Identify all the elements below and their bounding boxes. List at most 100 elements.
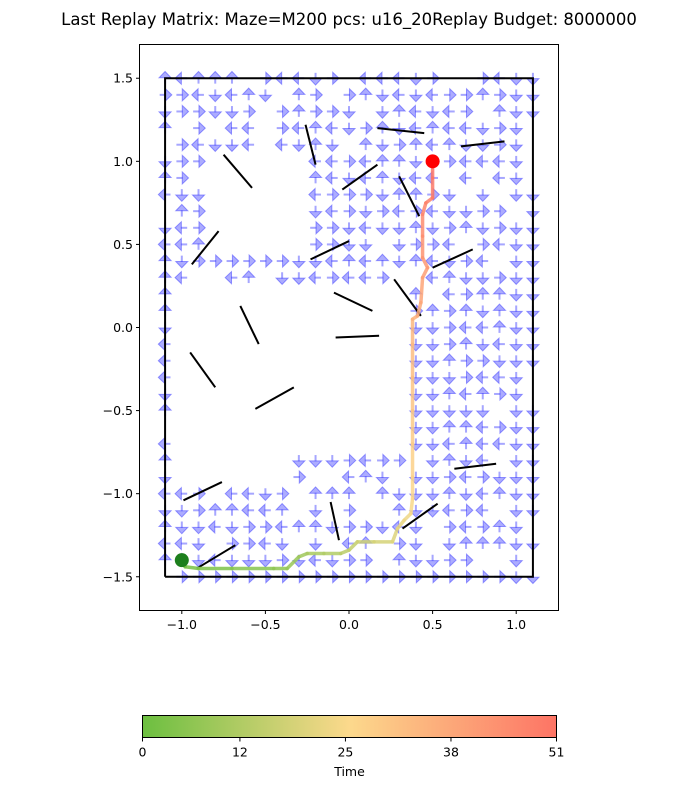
vector-arrow <box>494 420 507 435</box>
vector-arrow <box>494 137 507 152</box>
vector-arrow <box>325 486 340 500</box>
vector-arrow <box>408 286 424 300</box>
vector-arrow <box>276 552 290 568</box>
vector-arrow <box>191 538 206 552</box>
vector-arrow <box>308 187 321 202</box>
vector-arrow <box>325 521 340 535</box>
vector-arrow <box>375 222 390 236</box>
vector-arrow <box>408 504 424 518</box>
colorbar-tick-label: 25 <box>337 745 353 760</box>
vector-arrow <box>358 469 373 483</box>
vector-arrow <box>207 519 221 535</box>
vector-arrow <box>308 504 323 518</box>
vector-arrow <box>408 89 424 103</box>
replay-path-segment <box>420 255 430 270</box>
vector-arrow <box>326 220 340 235</box>
vector-arrow <box>475 222 490 236</box>
vector-arrow <box>509 122 524 136</box>
vector-arrow <box>324 253 338 269</box>
vector-arrow <box>174 536 188 551</box>
vector-arrow <box>377 204 390 219</box>
vector-arrow <box>308 455 323 468</box>
vector-arrow <box>425 270 438 285</box>
maze-wall <box>239 305 260 345</box>
vector-arrow <box>260 253 273 269</box>
vector-arrow <box>509 438 524 452</box>
maze-wall <box>335 334 380 339</box>
colorbar-tick-label: 38 <box>443 745 459 760</box>
vector-arrow <box>425 438 440 452</box>
vector-arrow <box>408 137 424 151</box>
vector-arrow <box>326 187 340 202</box>
vector-arrow <box>241 503 255 518</box>
vector-arrow <box>475 87 490 101</box>
colorbar-tick-label: 0 <box>139 745 147 760</box>
vector-arrow <box>475 386 490 400</box>
vector-arrow <box>375 486 390 500</box>
vector-arrow <box>193 503 206 518</box>
vector-arrow <box>443 303 457 319</box>
vector-arrow <box>442 189 457 203</box>
x-axis-ticks: −1.0 −0.5 0.0 0.5 1.0 <box>167 610 526 632</box>
vector-arrow <box>460 503 474 518</box>
vector-arrow <box>458 419 474 433</box>
vector-arrow <box>276 120 290 136</box>
vector-arrow <box>224 87 238 103</box>
vector-arrow <box>475 503 489 518</box>
vector-arrow <box>360 120 374 136</box>
vector-arrow <box>291 272 307 286</box>
vector-arrow <box>174 521 189 535</box>
vector-arrow <box>391 187 407 200</box>
vector-arrow <box>509 338 524 352</box>
vector-arrow <box>408 220 424 234</box>
vector-arrow <box>509 388 524 402</box>
vector-arrow <box>492 237 505 252</box>
vector-arrow <box>341 122 357 136</box>
vector-arrow <box>291 139 307 153</box>
vector-arrow <box>325 455 340 468</box>
vector-arrow <box>458 488 474 502</box>
vector-arrow <box>193 154 206 169</box>
vector-arrow <box>443 552 457 568</box>
vector-arrow <box>377 453 390 468</box>
vector-arrow <box>442 538 457 552</box>
vector-arrow <box>224 554 240 568</box>
vector-arrow <box>343 204 357 219</box>
vector-arrow <box>509 155 524 169</box>
vector-arrow <box>408 170 422 186</box>
maze-wall <box>460 140 505 148</box>
vector-arrow <box>425 355 440 369</box>
vector-arrow <box>174 203 189 217</box>
replay-path-segment <box>409 496 415 516</box>
vector-arrow <box>291 255 307 269</box>
vector-arrow <box>291 455 307 468</box>
replay-path <box>180 159 435 571</box>
vector-arrow <box>509 272 524 286</box>
vector-arrow <box>408 155 424 169</box>
vector-arrow <box>310 237 324 252</box>
vector-arrow <box>241 486 255 501</box>
vector-arrow <box>358 205 373 219</box>
vector-arrow <box>425 106 440 119</box>
colorbar <box>142 715 557 738</box>
vector-arrow <box>442 405 457 419</box>
vector-arrow <box>509 139 524 153</box>
vector-arrow <box>475 122 490 136</box>
vector-arrow <box>443 320 457 335</box>
vector-arrow <box>375 253 390 267</box>
vector-arrow <box>176 104 190 119</box>
vector-arrow <box>475 189 490 203</box>
replay-path-segment <box>390 526 400 544</box>
vector-arrow <box>442 452 457 466</box>
vector-arrow <box>441 120 455 136</box>
y-tick-label: 0.5 <box>113 237 133 252</box>
vector-arrow <box>458 519 472 535</box>
vector-arrow <box>291 120 305 136</box>
vector-arrow <box>427 237 441 252</box>
vector-arrow <box>176 137 190 152</box>
vector-arrow <box>310 220 324 235</box>
vector-arrow <box>509 89 524 103</box>
x-tick-label: 0.0 <box>339 617 359 632</box>
vector-arrow <box>475 453 489 468</box>
